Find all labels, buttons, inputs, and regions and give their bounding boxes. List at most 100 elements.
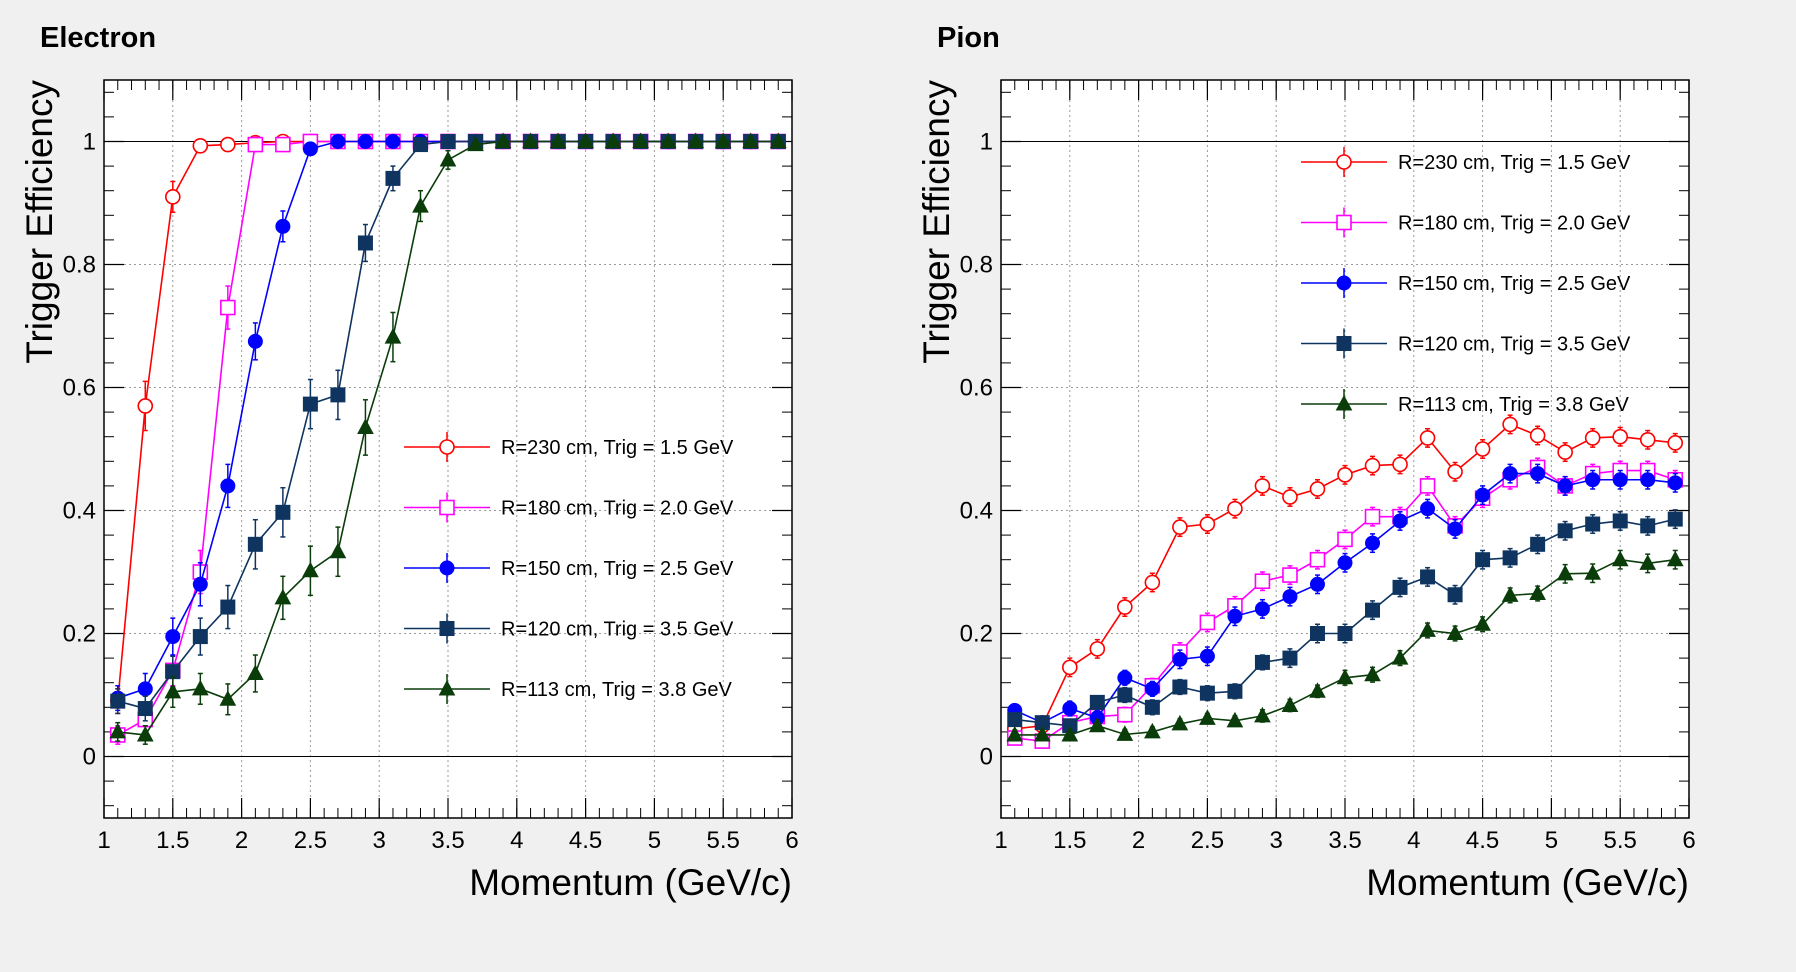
series-group <box>1007 509 1683 734</box>
x-tick-label: 2.5 <box>1191 827 1224 854</box>
y-tick-label: 0.6 <box>960 375 993 402</box>
data-point <box>1006 725 1024 742</box>
y-tick-label: 0.2 <box>960 621 993 648</box>
data-point <box>439 150 457 167</box>
data-point <box>1282 489 1298 505</box>
data-point <box>1502 466 1518 482</box>
data-point <box>769 132 787 148</box>
data-point <box>467 135 484 152</box>
data-point <box>494 132 512 148</box>
legend-entry: R=180 cm, Trig = 2.0 GeV <box>1301 207 1631 238</box>
x-tick-label: 4.5 <box>1466 827 1499 854</box>
data-point <box>357 235 373 251</box>
data-point <box>1391 649 1409 665</box>
data-point <box>1226 711 1244 728</box>
legend-entry: R=230 cm, Trig = 1.5 GeV <box>1301 147 1631 177</box>
data-point <box>1117 670 1133 686</box>
y-tick-label: 0 <box>980 744 993 771</box>
data-point <box>439 621 455 636</box>
data-point <box>1088 716 1106 733</box>
data-point <box>384 328 402 344</box>
data-point <box>1392 513 1408 529</box>
data-point <box>220 299 236 316</box>
data-point <box>1337 626 1353 641</box>
data-point <box>439 499 455 516</box>
data-point <box>1639 431 1656 448</box>
data-point <box>1254 654 1270 670</box>
data-point <box>1089 694 1105 710</box>
data-point <box>1556 564 1574 581</box>
x-tick-label: 2.5 <box>294 827 327 854</box>
data-point <box>1336 214 1352 231</box>
data-point <box>1062 659 1078 676</box>
data-point <box>1281 696 1299 712</box>
x-tick-label: 1.5 <box>156 827 189 854</box>
x-tick-label: 1 <box>97 827 110 854</box>
data-point <box>357 134 373 149</box>
x-tick-label: 3.5 <box>431 827 464 854</box>
data-point <box>1254 706 1271 723</box>
data-point <box>1199 614 1216 631</box>
y-tick-label: 0.8 <box>63 252 96 279</box>
legend-entry: R=113 cm, Trig = 3.8 GeV <box>1301 389 1630 419</box>
data-point <box>1419 478 1436 494</box>
data-point <box>385 134 401 149</box>
x-tick-label: 5.5 <box>707 827 740 854</box>
data-point <box>687 132 705 148</box>
legend-label: R=113 cm, Trig = 3.8 GeV <box>1398 394 1630 416</box>
data-point <box>1446 624 1464 640</box>
data-point <box>247 136 264 153</box>
legend: R=230 cm, Trig = 1.5 GeV R=180 cm, Trig =… <box>1301 147 1631 419</box>
data-point <box>1335 394 1353 411</box>
y-tick-label: 0.4 <box>960 498 993 525</box>
data-point <box>1585 472 1601 488</box>
data-point <box>1530 536 1546 552</box>
data-point <box>1502 550 1518 566</box>
data-point <box>164 682 182 699</box>
x-tick-label: 6 <box>1682 827 1695 854</box>
data-point <box>191 679 209 696</box>
data-point <box>165 189 181 205</box>
x-tick-label: 6 <box>785 827 798 854</box>
x-tick-label: 3 <box>373 827 386 854</box>
data-point <box>1144 722 1161 739</box>
data-point <box>1309 576 1325 592</box>
axes: 1 1.5 2 2.5 3 3.5 4 4.5 5 5.5 6 0 0.2 0.4 0.6 0.8 1 <box>960 80 1696 854</box>
data-point <box>1336 668 1354 685</box>
legend-label: R=113 cm, Trig = 3.8 GeV <box>501 679 733 701</box>
data-point <box>577 132 594 148</box>
data-point <box>1392 579 1408 595</box>
legend-entry: R=120 cm, Trig = 3.5 GeV <box>1301 328 1631 359</box>
y-axis-title: Trigger Efficiency <box>19 80 60 364</box>
data-point <box>742 132 760 148</box>
data-point <box>219 690 237 706</box>
data-point <box>1612 513 1628 529</box>
data-point <box>1199 685 1215 701</box>
data-point <box>275 504 291 520</box>
legend-entry: R=120 cm, Trig = 3.5 GeV <box>404 613 734 644</box>
data-point <box>1584 564 1602 580</box>
data-point <box>1062 701 1078 717</box>
data-point <box>412 197 429 213</box>
data-point <box>1309 551 1326 568</box>
data-point <box>220 478 236 494</box>
data-point <box>192 629 208 645</box>
data-point <box>1365 535 1381 551</box>
data-point <box>1199 648 1215 664</box>
data-point <box>247 333 263 349</box>
legend-entry: R=150 cm, Trig = 2.5 GeV <box>1301 268 1631 298</box>
data-point <box>302 141 318 157</box>
data-series <box>1006 414 1684 749</box>
data-point <box>1667 511 1683 527</box>
pion-panel: Pion 1 1.5 2 2.5 3 3.5 4 4.5 5 5.5 600.20.40.60.81… <box>916 22 1696 903</box>
data-point <box>1502 416 1518 433</box>
legend-label: R=180 cm, Trig = 2.0 GeV <box>501 498 734 520</box>
data-point <box>1529 427 1546 444</box>
data-point <box>1227 683 1243 699</box>
data-point <box>412 137 428 153</box>
legend-entry: R=113 cm, Trig = 3.8 GeV <box>404 674 733 704</box>
data-point <box>137 398 154 414</box>
data-point <box>110 693 126 709</box>
x-tick-label: 5 <box>648 827 661 854</box>
data-point <box>438 679 456 696</box>
